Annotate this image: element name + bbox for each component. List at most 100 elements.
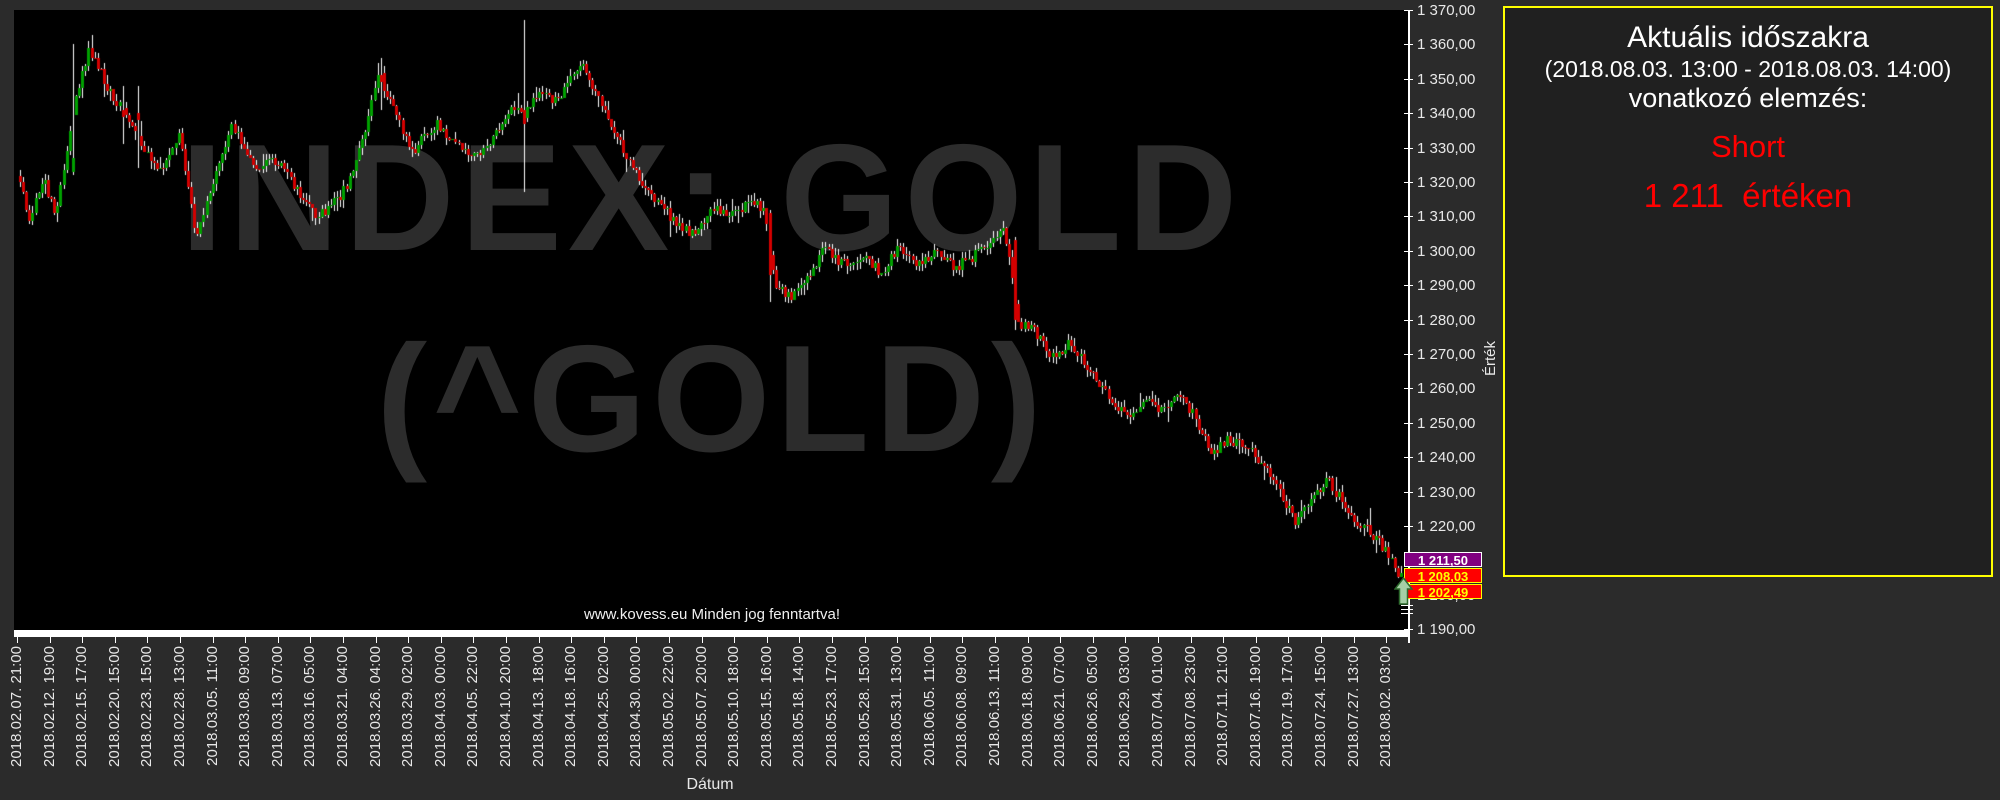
x-tick-label: 2018.08.02. 03:00 bbox=[1377, 646, 1394, 767]
x-tick-label: 2018.04.25. 02:00 bbox=[595, 646, 612, 767]
x-tick-label: 2018.05.02. 22:00 bbox=[660, 646, 677, 767]
x-tick-label: 2018.02.15. 17:00 bbox=[73, 646, 90, 767]
panel-title: Aktuális időszakra bbox=[1627, 21, 1869, 54]
x-tick-mark bbox=[799, 637, 800, 643]
x-tick-mark bbox=[767, 637, 768, 643]
x-tick-mark bbox=[147, 637, 148, 643]
x-tick-label: 2018.06.21. 07:00 bbox=[1051, 646, 1068, 767]
x-tick-mark bbox=[702, 637, 703, 643]
y-tick-mark bbox=[1404, 354, 1413, 355]
x-tick-label: 2018.04.03. 00:00 bbox=[432, 646, 449, 767]
x-tick-label: 2018.07.24. 15:00 bbox=[1312, 646, 1329, 767]
x-tick-label: 2018.03.05. 11:00 bbox=[204, 646, 221, 766]
x-tick-label: 2018.06.13. 11:00 bbox=[986, 646, 1003, 766]
x-tick-label: 2018.05.07. 20:00 bbox=[693, 646, 710, 767]
y-tick-label: 1 300,00 bbox=[1417, 243, 1476, 260]
axis-grip-icon[interactable] bbox=[1401, 605, 1413, 615]
x-tick-label: 2018.04.13. 18:00 bbox=[530, 646, 547, 767]
x-tick-mark bbox=[604, 637, 605, 643]
x-tick-label: 2018.05.18. 14:00 bbox=[790, 646, 807, 767]
y-tick-mark bbox=[1404, 44, 1413, 45]
x-tick-mark bbox=[1158, 637, 1159, 643]
x-tick-label: 2018.07.27. 13:00 bbox=[1345, 646, 1362, 767]
x-tick-mark bbox=[930, 637, 931, 643]
x-tick-label: 2018.04.18. 16:00 bbox=[562, 646, 579, 767]
x-tick-label: 2018.05.15. 16:00 bbox=[758, 646, 775, 767]
y-tick-label: 1 350,00 bbox=[1417, 71, 1476, 88]
x-tick-mark bbox=[245, 637, 246, 643]
x-tick-mark bbox=[278, 637, 279, 643]
x-axis-band bbox=[14, 630, 1410, 637]
x-tick-label: 2018.05.31. 13:00 bbox=[888, 646, 905, 767]
x-tick-label: 2018.02.07. 21:00 bbox=[8, 646, 25, 767]
x-tick-mark bbox=[506, 637, 507, 643]
x-tick-label: 2018.04.05. 22:00 bbox=[464, 646, 481, 767]
chart-plot-area: INDEX: GOLD (^GOLD) www.kovess.eu Minden… bbox=[14, 10, 1410, 630]
x-tick-label: 2018.06.26. 05:00 bbox=[1084, 646, 1101, 767]
x-tick-mark bbox=[1321, 637, 1322, 643]
y-tick-mark bbox=[1404, 492, 1413, 493]
y-tick-mark bbox=[1404, 10, 1413, 11]
x-tick-mark bbox=[82, 637, 83, 643]
x-tick-mark bbox=[473, 637, 474, 643]
x-tick-mark bbox=[441, 637, 442, 643]
y-tick-mark bbox=[1404, 79, 1413, 80]
y-tick-mark bbox=[1404, 629, 1413, 630]
x-tick-label: 2018.06.29. 03:00 bbox=[1116, 646, 1133, 767]
x-tick-mark bbox=[865, 637, 866, 643]
x-tick-label: 2018.07.16. 19:00 bbox=[1247, 646, 1264, 767]
y-tick-label: 1 340,00 bbox=[1417, 105, 1476, 122]
signal-label: Short bbox=[1710, 129, 1786, 164]
y-tick-label: 1 250,00 bbox=[1417, 415, 1476, 432]
x-tick-label: 2018.02.12. 19:00 bbox=[41, 646, 58, 767]
x-tick-label: 2018.04.30. 00:00 bbox=[627, 646, 644, 767]
y-axis-line bbox=[1408, 10, 1410, 643]
y-axis-title: Érték bbox=[1482, 341, 1499, 377]
y-tick-mark bbox=[1404, 320, 1413, 321]
x-tick-mark bbox=[1028, 637, 1029, 643]
x-tick-label: 2018.07.08. 23:00 bbox=[1182, 646, 1199, 767]
x-tick-mark bbox=[669, 637, 670, 643]
buy-arrow-icon bbox=[1393, 576, 1414, 605]
x-tick-label: 2018.02.28. 13:00 bbox=[171, 646, 188, 767]
x-tick-label: 2018.05.28. 15:00 bbox=[856, 646, 873, 767]
y-tick-label: 1 190,00 bbox=[1417, 621, 1476, 638]
price-label: 1 202,49 bbox=[1404, 584, 1482, 600]
x-tick-mark bbox=[1060, 637, 1061, 643]
x-tick-label: 2018.02.23. 15:00 bbox=[138, 646, 155, 767]
x-tick-label: 2018.06.08. 09:00 bbox=[953, 646, 970, 767]
y-tick-label: 1 310,00 bbox=[1417, 208, 1476, 225]
y-tick-label: 1 220,00 bbox=[1417, 518, 1476, 535]
x-tick-mark bbox=[376, 637, 377, 643]
y-tick-label: 1 360,00 bbox=[1417, 36, 1476, 53]
y-tick-label: 1 270,00 bbox=[1417, 346, 1476, 363]
signal-value: 1 211 értéken bbox=[1643, 177, 1853, 214]
x-tick-mark bbox=[995, 637, 996, 643]
x-tick-mark bbox=[408, 637, 409, 643]
candlestick-canvas[interactable] bbox=[14, 10, 1410, 630]
x-tick-label: 2018.03.26. 04:00 bbox=[367, 646, 384, 767]
x-tick-mark bbox=[539, 637, 540, 643]
x-tick-mark bbox=[1191, 637, 1192, 643]
x-tick-label: 2018.06.05. 11:00 bbox=[921, 646, 938, 766]
panel-period: (2018.08.03. 13:00 - 2018.08.03. 14:00) bbox=[1544, 56, 1952, 82]
y-tick-label: 1 320,00 bbox=[1417, 174, 1476, 191]
x-tick-mark bbox=[180, 637, 181, 643]
watermark-copyright: www.kovess.eu Minden jog fenntartva! bbox=[584, 606, 840, 623]
x-tick-label: 2018.06.18. 09:00 bbox=[1019, 646, 1036, 767]
y-tick-mark bbox=[1404, 457, 1413, 458]
price-label: 1 208,03 bbox=[1404, 568, 1482, 584]
x-tick-mark bbox=[115, 637, 116, 643]
y-tick-label: 1 230,00 bbox=[1417, 484, 1476, 501]
x-tick-mark bbox=[1354, 637, 1355, 643]
x-axis-title: Dátum bbox=[686, 776, 734, 793]
y-tick-label: 1 370,00 bbox=[1417, 2, 1476, 19]
x-tick-label: 2018.07.11. 21:00 bbox=[1214, 646, 1231, 766]
y-tick-label: 1 260,00 bbox=[1417, 380, 1476, 397]
x-tick-mark bbox=[17, 637, 18, 643]
x-tick-label: 2018.05.10. 18:00 bbox=[725, 646, 742, 767]
x-tick-mark bbox=[1256, 637, 1257, 643]
x-tick-mark bbox=[962, 637, 963, 643]
x-tick-mark bbox=[343, 637, 344, 643]
